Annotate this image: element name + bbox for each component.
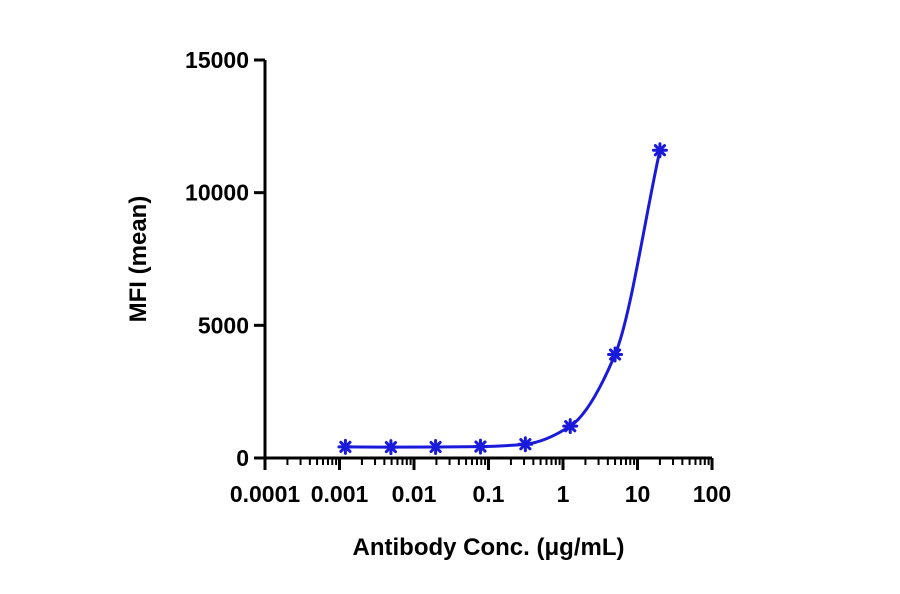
data-point <box>382 439 399 456</box>
x-tick-label: 10 <box>625 481 651 507</box>
data-point-center <box>567 423 574 430</box>
data-point-center <box>387 444 394 451</box>
data-point <box>472 438 489 455</box>
fit-curve-group <box>345 149 662 449</box>
x-tick-label: 0.1 <box>473 481 505 507</box>
x-tick-label: 100 <box>693 481 731 507</box>
data-point <box>562 418 579 435</box>
x-tick-label: 0.001 <box>311 481 369 507</box>
x-tick-label: 0.01 <box>392 481 437 507</box>
data-point <box>337 438 354 455</box>
data-point-center <box>522 441 529 448</box>
x-tick-label: 1 <box>557 481 570 507</box>
fit-curve <box>345 149 662 449</box>
x-tick-label: 0.0001 <box>230 481 301 507</box>
data-point-center <box>477 443 484 450</box>
data-point-center <box>432 443 439 450</box>
data-point-center <box>612 351 619 358</box>
data-point-center <box>656 147 663 154</box>
data-point <box>651 142 668 159</box>
x-axis-title: Antibody Conc. (μg/mL) <box>353 534 625 561</box>
x-axis-ticks: 0.0001 0.001 0.01 0.1 1 10 100 <box>230 458 731 507</box>
data-point-center <box>342 443 349 450</box>
data-point <box>517 436 534 453</box>
y-tick-label: 10000 <box>185 180 249 206</box>
y-tick-label: 15000 <box>185 47 249 73</box>
data-point <box>427 438 444 455</box>
axes <box>263 60 712 460</box>
data-points <box>337 142 668 456</box>
y-axis-title: MFI (mean) <box>125 196 152 323</box>
y-axis-ticks: 0 5000 10000 15000 <box>185 47 265 471</box>
data-point <box>607 346 624 363</box>
y-tick-label: 0 <box>236 445 249 471</box>
y-tick-label: 5000 <box>198 312 249 338</box>
